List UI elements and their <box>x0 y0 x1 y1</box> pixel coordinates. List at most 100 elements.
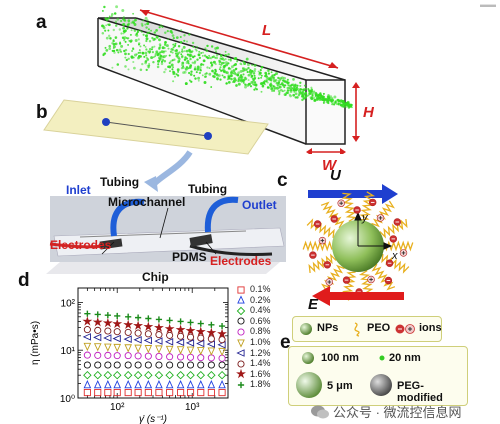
data-point <box>155 331 163 339</box>
data-point <box>104 327 112 335</box>
legend-peo: PEO <box>367 322 391 334</box>
data-point <box>197 361 205 369</box>
data-point <box>104 343 112 352</box>
panel-e-box: 100 nm 20 nm 5 μm PEG-modified <box>288 346 468 406</box>
legend-label: 1.8% <box>250 379 271 390</box>
series-1.8% <box>84 310 226 330</box>
data-point <box>197 320 204 327</box>
data-point <box>176 380 185 389</box>
viscosity-chart: 10² 10³ 10⁰ 10¹ 10² γ̇ (s⁻¹) η (mPa•s) <box>30 287 229 424</box>
data-point <box>102 317 113 328</box>
legend-marker <box>236 349 245 358</box>
peg-particle-icon <box>370 374 392 396</box>
data-point <box>83 389 91 397</box>
data-point <box>83 380 92 389</box>
pdms-label: PDMS <box>172 250 207 264</box>
data-point <box>133 335 142 344</box>
data-point <box>196 380 205 389</box>
watermark: 公众号 · 微流控信息网 <box>310 402 462 421</box>
panel-d-legend: 0.1% 0.2% 0.4% 0.6% 0.8% 1.0% 1.2% 1.4% 1.6% 1.8% <box>236 284 280 394</box>
data-point <box>166 389 174 397</box>
legend-item: 0.2% <box>236 295 271 306</box>
data-point <box>114 312 121 320</box>
legend-marker <box>237 286 245 294</box>
data-point <box>217 328 227 339</box>
microchannel-label: Microchannel <box>108 195 186 209</box>
size-100nm-label: 100 nm <box>321 352 359 364</box>
data-point <box>123 335 132 343</box>
data-point <box>94 361 102 369</box>
data-point <box>92 317 103 327</box>
y-tick-label: 10² <box>61 298 76 309</box>
chip-label: Chip <box>142 270 169 284</box>
legend-item: 0.1% <box>236 284 271 295</box>
outlet-label: Outlet <box>242 198 277 212</box>
data-point <box>84 310 91 317</box>
data-point <box>104 351 112 359</box>
data-point <box>196 339 205 348</box>
data-point <box>83 326 91 334</box>
data-point <box>207 347 216 356</box>
data-point <box>196 347 205 356</box>
data-point <box>104 389 112 397</box>
panel-e-label: e <box>280 332 291 353</box>
data-point <box>104 312 111 319</box>
legend-label: 1.0% <box>250 337 271 347</box>
data-point <box>164 323 175 334</box>
y-tick-label: 10⁰ <box>60 394 75 405</box>
data-point <box>93 343 102 352</box>
legend-marker-shape <box>237 328 245 336</box>
field-E-label: E <box>308 296 319 313</box>
legend-marker <box>237 317 245 325</box>
data-point <box>186 361 195 369</box>
data-point <box>134 380 142 389</box>
data-point <box>113 343 122 353</box>
data-point <box>93 380 102 389</box>
peo-icon <box>354 322 360 337</box>
data-point <box>155 361 163 369</box>
legend-marker <box>237 339 245 348</box>
data-point <box>94 351 102 359</box>
data-point <box>177 332 185 340</box>
legend-item: 0.4% <box>236 305 271 316</box>
legend-label: 0.1% <box>250 284 271 294</box>
axis-x-label: x <box>392 250 398 262</box>
data-point <box>113 389 121 397</box>
inlet-label: Inlet <box>66 183 91 197</box>
data-point <box>94 326 102 334</box>
plot-frame <box>77 287 229 399</box>
data-point <box>94 389 102 397</box>
panel-c-label: c <box>277 170 288 191</box>
data-point <box>186 333 195 341</box>
data-point <box>124 361 132 369</box>
legend-nps: NPs <box>317 322 339 334</box>
data-point <box>176 370 185 380</box>
legend-marker <box>237 295 245 304</box>
size-20nm-label: 20 nm <box>389 352 421 364</box>
data-point <box>103 334 112 342</box>
panel-c-particle-diagram <box>302 184 414 306</box>
legend-label: 1.2% <box>250 347 271 358</box>
tubing-right-label: Tubing <box>188 182 228 196</box>
data-point <box>154 370 164 380</box>
electrodes-left-label: Electrodes <box>50 238 112 252</box>
data-point <box>195 326 206 336</box>
legend-item: 1.2% <box>236 348 271 359</box>
panel-d-label: d <box>18 270 30 291</box>
np-5um-icon <box>296 372 322 398</box>
data-point <box>186 389 195 397</box>
data-point <box>123 319 134 329</box>
legend-item: 0.6% <box>236 316 271 327</box>
data-point <box>185 339 195 347</box>
legend-marker-shape <box>236 306 246 316</box>
data-point <box>177 361 185 369</box>
data-point <box>112 318 123 329</box>
series-1.0% <box>83 342 226 357</box>
data-point <box>124 352 132 360</box>
data-point <box>218 347 226 357</box>
data-point <box>155 352 163 360</box>
legend-marker-shape <box>237 360 245 368</box>
series-0.1% <box>83 389 226 397</box>
data-point <box>186 380 195 389</box>
data-point <box>165 345 174 355</box>
